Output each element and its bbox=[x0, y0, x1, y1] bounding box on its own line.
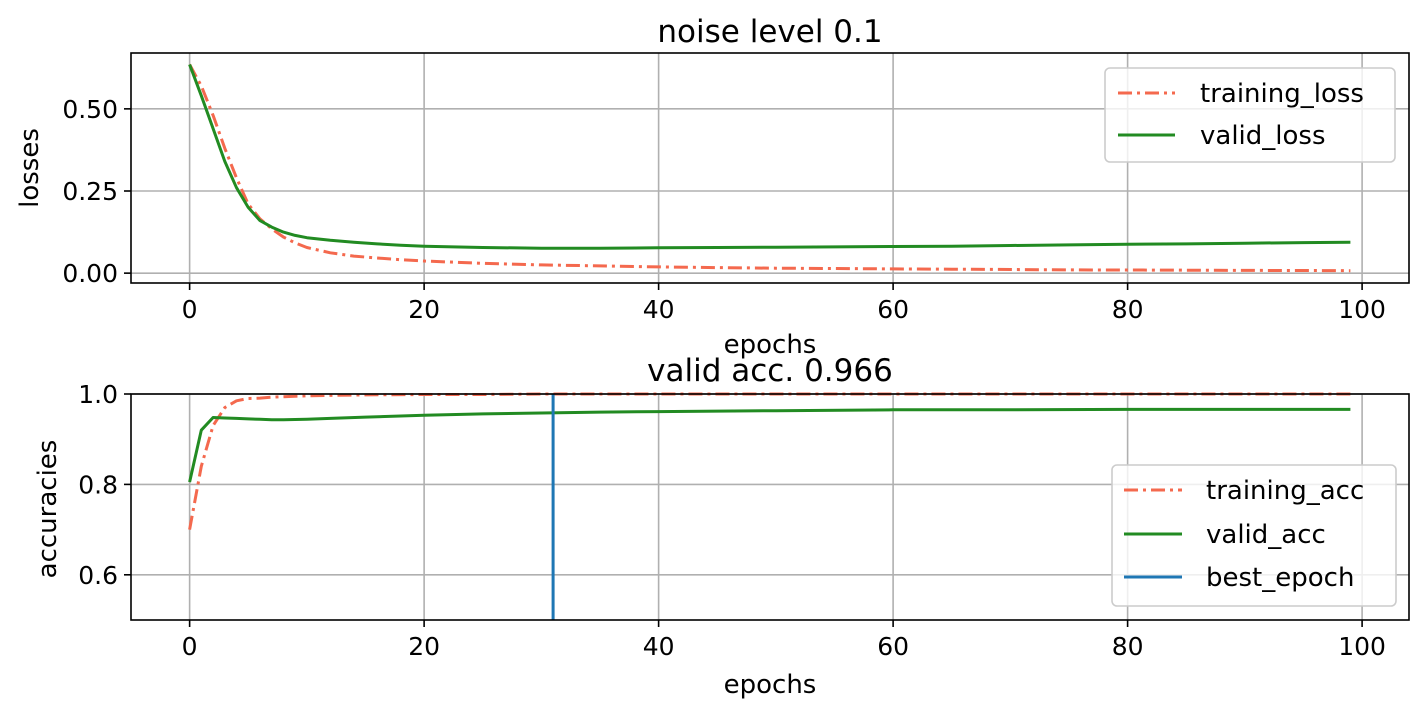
accuracies-title: valid acc. 0.966 bbox=[647, 353, 893, 389]
training-acc-legend-label: training_acc bbox=[1206, 476, 1364, 506]
accuracies-subplot: 0 20 40 60 80 100 0.6 0.8 1.0 valid acc. 0.966 e… bbox=[33, 353, 1410, 700]
losses-ticks: 0 20 40 60 80 100 0.00 0.25 0.50 bbox=[62, 95, 1386, 324]
accuracies-xtick-label: 80 bbox=[1112, 632, 1144, 661]
losses-ytick-label: 0.00 bbox=[62, 259, 118, 288]
valid-acc-line bbox=[188, 407, 1351, 483]
training-loss-line bbox=[188, 63, 1351, 273]
accuracies-ylabel: accuracies bbox=[33, 440, 63, 579]
accuracies-xtick-label: 40 bbox=[643, 632, 675, 661]
losses-ytick-label: 0.50 bbox=[62, 95, 118, 124]
losses-lines bbox=[188, 63, 1351, 273]
losses-xtick-label: 100 bbox=[1338, 295, 1386, 324]
losses-xtick-label: 60 bbox=[877, 295, 909, 324]
losses-ylabel: losses bbox=[15, 128, 45, 208]
losses-xtick-label: 80 bbox=[1112, 295, 1144, 324]
accuracies-ytick-label: 0.8 bbox=[78, 470, 118, 499]
losses-subplot: 0 20 40 60 80 100 0.00 0.25 0.50 noise level 0.1… bbox=[15, 14, 1410, 360]
accuracies-ticks: 0 20 40 60 80 100 0.6 0.8 1.0 bbox=[78, 380, 1386, 661]
losses-xtick-label: 40 bbox=[643, 295, 675, 324]
accuracies-xlabel: epochs bbox=[724, 670, 817, 700]
losses-xlabel: epochs bbox=[724, 330, 817, 360]
losses-axes-frame bbox=[130, 52, 1410, 284]
losses-legend: training_loss valid_loss bbox=[1104, 67, 1396, 163]
accuracies-xtick-label: 0 bbox=[182, 632, 198, 661]
accuracies-ytick-label: 0.6 bbox=[78, 561, 118, 590]
accuracies-legend: training_acc valid_acc best_epoch bbox=[1111, 464, 1397, 607]
losses-plot-area bbox=[188, 63, 1351, 273]
best-epoch-legend-label: best_epoch bbox=[1206, 563, 1354, 593]
losses-xtick-label: 0 bbox=[182, 295, 198, 324]
accuracies-legend-frame bbox=[1111, 464, 1397, 607]
training-loss-legend-label: training_loss bbox=[1200, 79, 1364, 109]
valid-loss-line bbox=[188, 63, 1351, 250]
losses-xtick-label: 20 bbox=[408, 295, 440, 324]
valid-loss-legend-label: valid_loss bbox=[1200, 121, 1326, 151]
accuracies-xtick-label: 100 bbox=[1338, 632, 1386, 661]
accuracies-xtick-label: 20 bbox=[408, 632, 440, 661]
accuracies-axes-frame bbox=[130, 393, 1410, 621]
losses-ytick-label: 0.25 bbox=[62, 177, 118, 206]
accuracies-ytick-label: 1.0 bbox=[78, 380, 118, 409]
losses-legend-frame bbox=[1104, 67, 1396, 163]
losses-title: noise level 0.1 bbox=[657, 14, 882, 50]
accuracies-xtick-label: 60 bbox=[877, 632, 909, 661]
valid-acc-legend-label: valid_acc bbox=[1206, 520, 1326, 550]
